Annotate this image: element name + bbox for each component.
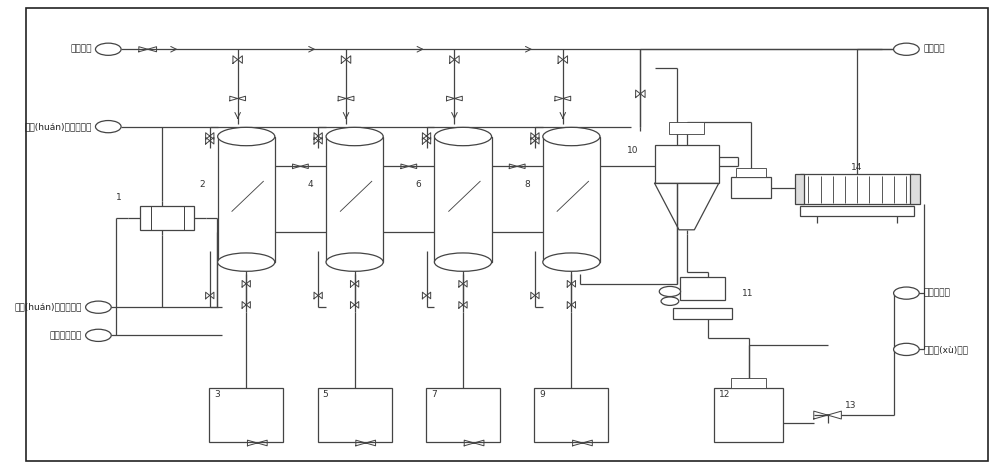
Bar (655, 145, 719, 183)
Bar (795, 174, 804, 204)
Bar (218, 136, 275, 262)
Text: 14: 14 (851, 164, 863, 173)
Circle shape (86, 329, 111, 341)
Text: 6: 6 (416, 180, 422, 189)
Bar (680, 277, 725, 300)
Text: 11: 11 (742, 289, 753, 298)
Bar (910, 174, 920, 204)
Ellipse shape (543, 128, 600, 146)
Bar (800, 174, 914, 204)
Bar (140, 206, 194, 230)
Text: 1: 1 (116, 193, 122, 202)
Bar (731, 177, 771, 198)
Text: 3: 3 (214, 390, 220, 400)
Circle shape (894, 43, 919, 55)
Circle shape (894, 343, 919, 356)
Ellipse shape (218, 253, 275, 271)
Bar (669, 122, 704, 134)
Text: 2: 2 (199, 180, 205, 189)
Circle shape (894, 287, 919, 299)
Text: 5: 5 (323, 390, 328, 400)
Text: 13: 13 (845, 401, 857, 410)
Text: 二氧化碳: 二氧化碳 (70, 45, 92, 54)
Ellipse shape (434, 128, 492, 146)
Text: 蒸汽冷凝水: 蒸汽冷凝水 (923, 288, 950, 298)
Circle shape (86, 301, 111, 313)
Circle shape (95, 43, 121, 55)
Ellipse shape (543, 253, 600, 271)
Polygon shape (655, 183, 719, 230)
Bar (534, 388, 608, 442)
Text: 12: 12 (719, 390, 731, 400)
Circle shape (659, 287, 681, 296)
Bar (318, 388, 392, 442)
Text: 循環(huán)冷卻水回水: 循環(huán)冷卻水回水 (24, 122, 92, 131)
Bar (434, 136, 492, 262)
Bar (543, 136, 600, 262)
Ellipse shape (326, 128, 383, 146)
Bar (426, 388, 500, 442)
Text: 8: 8 (524, 180, 530, 189)
Bar (736, 168, 766, 177)
Bar (714, 388, 783, 442)
Text: 氫氧化鋰溶液: 氫氧化鋰溶液 (49, 331, 82, 340)
Text: 循環(huán)冷卻水上水: 循環(huán)冷卻水上水 (14, 303, 82, 312)
Text: 4: 4 (307, 180, 313, 189)
Bar (209, 388, 283, 442)
Text: 飽和蒸汽: 飽和蒸汽 (923, 45, 945, 54)
Text: 9: 9 (539, 390, 545, 400)
Bar (673, 309, 732, 319)
Ellipse shape (326, 253, 383, 271)
Ellipse shape (434, 253, 492, 271)
Circle shape (661, 297, 679, 305)
Text: 去后續(xù)工段: 去后續(xù)工段 (923, 345, 968, 354)
Text: 7: 7 (431, 390, 437, 400)
Ellipse shape (218, 128, 275, 146)
Bar (731, 378, 766, 388)
Bar (800, 206, 914, 216)
Circle shape (95, 121, 121, 133)
Text: 10: 10 (627, 145, 639, 155)
Bar (326, 136, 383, 262)
